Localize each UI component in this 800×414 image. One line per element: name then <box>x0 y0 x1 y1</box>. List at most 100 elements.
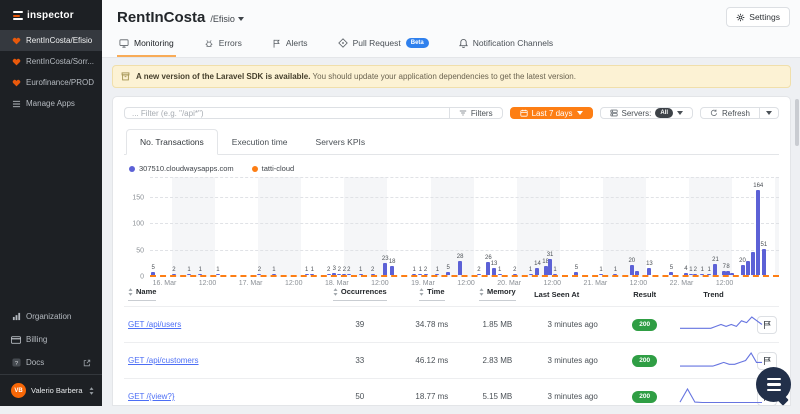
tab-alerts[interactable]: Alerts <box>270 30 310 57</box>
chart-bar[interactable] <box>756 190 760 275</box>
chart-tab-no-transactions[interactable]: No. Transactions <box>126 129 218 155</box>
chart-bar[interactable] <box>762 249 766 275</box>
header-label: Name <box>128 287 156 301</box>
legend-item[interactable]: 307510.cloudwaysapps.com <box>129 164 234 173</box>
chart-bar[interactable] <box>332 273 336 275</box>
x-tick-label: 21. Mar <box>583 280 607 287</box>
refresh-button[interactable]: Refresh <box>700 107 760 119</box>
chart-bar[interactable] <box>684 273 688 275</box>
tab-notification-channels[interactable]: Notification Channels <box>457 30 555 57</box>
chart-bar[interactable] <box>383 263 387 275</box>
chart-bar[interactable] <box>689 274 693 276</box>
chart-bar[interactable] <box>371 274 375 276</box>
chart-bar[interactable] <box>529 274 533 276</box>
chart-bar[interactable] <box>726 271 730 275</box>
chart-bar[interactable] <box>492 268 496 275</box>
chart-bar[interactable] <box>359 274 363 276</box>
logo[interactable]: inspector <box>0 0 102 30</box>
chart-bar[interactable] <box>327 274 331 276</box>
scrollbar-thumb[interactable] <box>795 99 799 146</box>
chart-bar[interactable] <box>390 266 394 275</box>
chart-bar[interactable] <box>187 274 191 276</box>
chart-bar[interactable] <box>574 272 578 275</box>
chart-bar[interactable] <box>477 274 481 276</box>
settings-button[interactable]: Settings <box>726 7 790 27</box>
chart-bar[interactable] <box>458 261 462 275</box>
chart-bar[interactable] <box>730 273 734 275</box>
chart-bar[interactable] <box>412 274 416 276</box>
transaction-link[interactable]: GET /{view?} <box>128 392 175 401</box>
chart-bar[interactable] <box>647 268 651 275</box>
chart-tab-servers-kpis[interactable]: Servers KPIs <box>302 129 380 155</box>
chart-bar[interactable] <box>435 274 439 276</box>
user-name: Valerio Barbera <box>31 386 83 395</box>
y-tick-label: 100 <box>132 221 144 228</box>
chart-bar[interactable] <box>553 274 557 276</box>
chart-bar[interactable] <box>172 274 176 276</box>
funnel-icon <box>459 109 467 117</box>
sidebar-item-rentincosta-sorr-[interactable]: RentInCosta/Sorr... <box>0 51 102 72</box>
chart-bar[interactable] <box>337 274 341 276</box>
chart-bar[interactable] <box>630 265 634 275</box>
credit-card-icon <box>11 336 21 344</box>
chart-bar[interactable] <box>599 274 603 276</box>
chart-bar[interactable] <box>741 265 745 275</box>
chart-bar[interactable] <box>198 274 202 276</box>
chart-bar[interactable] <box>669 272 673 275</box>
tab-monitoring[interactable]: Monitoring <box>117 30 176 57</box>
chart-bar[interactable] <box>713 264 717 275</box>
chart-bar[interactable] <box>544 266 548 275</box>
sidebar-item-label: Manage Apps <box>26 99 75 108</box>
sidebar-item-manage-apps[interactable]: Manage Apps <box>0 93 102 114</box>
chart-bar[interactable] <box>257 274 261 276</box>
chart-bar[interactable] <box>418 274 422 276</box>
chart-bar[interactable] <box>342 274 346 276</box>
legend-item[interactable]: tatti-cloud <box>252 164 295 173</box>
last-seen-cell: 3 minutes ago <box>530 343 615 379</box>
user-menu[interactable]: VB Valerio Barbera <box>0 374 102 406</box>
tab-errors[interactable]: Errors <box>202 30 244 57</box>
chart-bar[interactable] <box>613 274 617 276</box>
sidebar-item-eurofinance-prod[interactable]: Eurofinance/PROD <box>0 72 102 93</box>
sidebar-item-organization[interactable]: Organization <box>0 305 102 328</box>
chart-bar[interactable] <box>347 274 351 276</box>
chart-bar[interactable] <box>751 252 755 275</box>
sidebar-item-billing[interactable]: Billing <box>0 328 102 351</box>
chart-bar[interactable] <box>305 274 309 276</box>
app-switcher[interactable]: /Efisio <box>210 14 244 24</box>
chart-bar[interactable] <box>151 272 155 275</box>
chart-bar[interactable] <box>535 268 539 275</box>
chat-launcher-button[interactable] <box>756 367 791 402</box>
bar-value-label: 1 <box>614 267 617 273</box>
chart-bar[interactable] <box>272 274 276 276</box>
filter-input[interactable] <box>124 107 449 119</box>
chart-bar[interactable] <box>216 274 220 276</box>
transaction-link[interactable]: GET /api/customers <box>128 356 199 365</box>
chart-tab-execution-time[interactable]: Execution time <box>218 129 302 155</box>
chart-bar[interactable] <box>635 271 639 275</box>
chart-bar[interactable] <box>746 261 750 275</box>
sidebar-item-rentincosta-efisio[interactable]: RentInCosta/Efisio <box>0 30 102 51</box>
chart-bar[interactable] <box>700 274 704 276</box>
chart-bar[interactable] <box>513 274 517 276</box>
filters-button[interactable]: Filters <box>449 107 503 119</box>
refresh-dropdown-button[interactable] <box>760 107 779 119</box>
chart-bar[interactable] <box>424 274 428 276</box>
chart-bar[interactable] <box>446 272 450 275</box>
chart-bar[interactable] <box>548 259 552 275</box>
sidebar-item-docs[interactable]: ?Docs <box>0 351 102 374</box>
header-label: Occurrences <box>333 287 387 301</box>
chart-bar[interactable] <box>693 274 697 276</box>
tab-label: Monitoring <box>134 38 174 48</box>
chart-bar[interactable] <box>310 274 314 276</box>
chart-bar[interactable] <box>707 274 711 276</box>
servers-button[interactable]: Servers: All <box>600 107 693 119</box>
sidebar-item-label: Organization <box>26 312 71 321</box>
chart-bar[interactable] <box>498 274 502 276</box>
flag-icon <box>272 39 281 48</box>
date-range-button[interactable]: Last 7 days <box>510 107 593 119</box>
transaction-link[interactable]: GET /api/users <box>128 320 181 329</box>
